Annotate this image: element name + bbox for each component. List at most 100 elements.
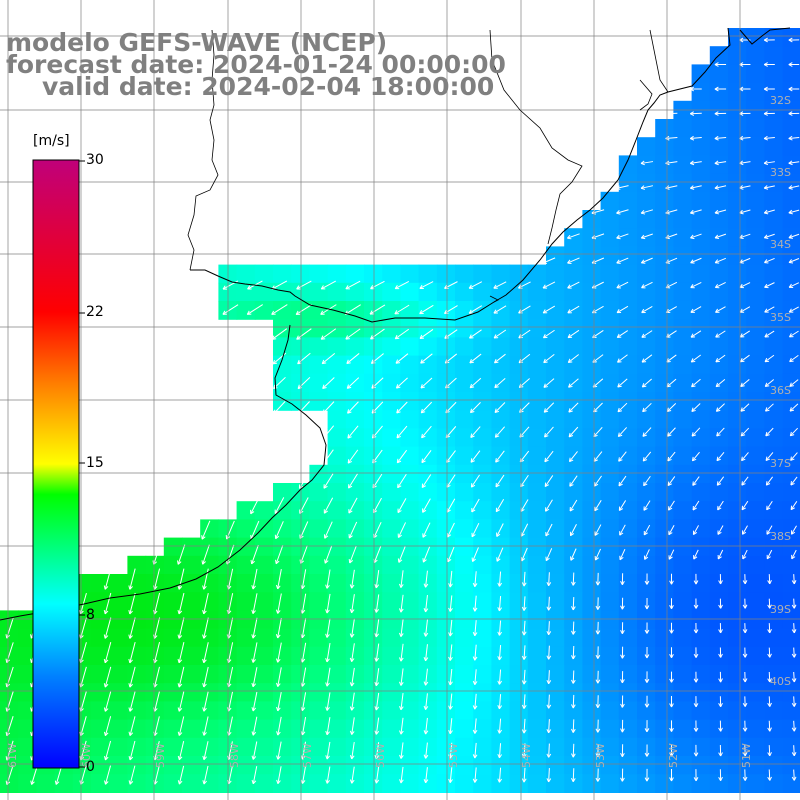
wind-arrow — [153, 617, 161, 639]
wind-arrow-head — [767, 727, 771, 732]
wind-arrow-head — [325, 682, 328, 687]
wind-arrow-head — [569, 459, 574, 463]
wind-arrow — [739, 209, 751, 214]
wind-arrow-head — [521, 533, 525, 537]
wind-speed-cell — [728, 355, 747, 375]
wind-speed-cell — [600, 628, 620, 648]
wind-arrow-head — [764, 187, 769, 190]
wind-speed-cell — [637, 628, 656, 648]
wind-speed-cell — [382, 355, 401, 375]
wind-speed-cell — [364, 410, 383, 429]
wind-arrow-head — [640, 187, 646, 190]
wind-arrow — [570, 524, 577, 536]
wind-arrow-head — [275, 682, 279, 687]
wind-arrow-head — [695, 727, 699, 732]
wind-speed-cell — [546, 719, 565, 739]
wind-arrow — [351, 569, 355, 589]
wind-speed-cell — [546, 355, 565, 375]
wind-arrow-head — [548, 582, 552, 587]
wind-arrow — [271, 280, 288, 290]
wind-arrow-head — [597, 679, 601, 684]
wind-arrow-head — [302, 755, 306, 760]
wind-arrow-head — [570, 777, 574, 782]
wind-arrow — [301, 692, 307, 711]
wind-arrow-head — [518, 358, 522, 363]
wind-speed-cell — [145, 646, 165, 666]
wind-arrow-head — [129, 683, 133, 688]
wind-arrow — [567, 305, 580, 314]
wind-arrow-head — [400, 779, 404, 784]
wind-arrow-head — [399, 754, 402, 759]
wind-speed-cell — [345, 355, 365, 375]
wind-speed-cell — [254, 774, 274, 793]
wind-speed-cell — [309, 574, 329, 593]
wind-arrow — [326, 569, 331, 589]
wind-arrow-head — [689, 160, 694, 164]
wind-arrow-head — [572, 655, 576, 660]
wind-arrow — [444, 305, 458, 314]
wind-arrow — [252, 766, 258, 784]
wind-arrow-head — [646, 728, 650, 733]
wind-speed-cell — [200, 683, 219, 702]
wind-arrow — [548, 719, 550, 733]
wind-arrow-head — [523, 729, 527, 734]
wind-speed-cell — [782, 28, 800, 47]
wind-speed-cell — [673, 373, 693, 393]
wind-speed-cell — [200, 701, 219, 721]
wind-arrow — [665, 136, 678, 140]
wind-arrow — [373, 546, 382, 563]
wind-arrow-head — [104, 756, 106, 761]
wind-arrow-head — [400, 584, 404, 588]
wind-arrow — [714, 233, 727, 239]
wind-arrow-head — [521, 729, 525, 734]
wind-speed-cell — [382, 646, 401, 666]
wind-arrow-head — [469, 408, 473, 413]
wind-arrow — [202, 544, 210, 565]
wind-arrow-head — [690, 86, 695, 90]
wind-arrow — [203, 568, 209, 590]
wind-arrow-head — [594, 532, 599, 536]
wind-arrow-head — [347, 460, 353, 464]
wind-speed-cell — [709, 155, 729, 175]
wind-speed-cell — [746, 574, 765, 593]
wind-speed-cell — [436, 701, 456, 721]
wind-arrow-head — [202, 561, 206, 565]
wind-speed-cell — [273, 483, 292, 502]
wind-speed-cell — [309, 392, 329, 411]
wind-arrow-head — [765, 434, 770, 437]
wind-arrow — [250, 520, 260, 540]
wind-speed-cell — [618, 610, 638, 630]
wind-arrow-head — [717, 531, 722, 535]
wind-speed-cell — [709, 574, 729, 593]
wind-speed-cell — [400, 464, 420, 484]
colorbar-tick-label: 15 — [86, 455, 104, 471]
wind-arrow — [345, 328, 361, 340]
wind-arrow-head — [252, 707, 257, 712]
wind-arrow — [375, 668, 380, 686]
wind-speed-cell — [127, 737, 147, 757]
wind-arrow-head — [714, 209, 719, 214]
wind-arrow — [397, 474, 407, 488]
wind-arrow-head — [666, 361, 671, 363]
wind-arrow — [351, 667, 355, 687]
wind-arrow — [494, 402, 506, 413]
wind-arrow-head — [425, 779, 429, 784]
wind-arrow-head — [742, 604, 746, 609]
wind-arrow — [768, 745, 771, 756]
wind-arrow-head — [203, 732, 207, 736]
wind-speed-cell — [291, 483, 310, 502]
wind-arrow — [519, 450, 530, 463]
wind-speed-cell — [600, 737, 620, 757]
wind-arrow-head — [595, 557, 599, 561]
wind-arrow — [665, 233, 678, 239]
wind-speed-cell — [309, 373, 329, 393]
wind-arrow-head — [597, 704, 601, 709]
wind-speed-cell — [582, 410, 602, 429]
wind-arrow-head — [348, 510, 353, 514]
wind-arrow-head — [351, 633, 355, 638]
wind-arrow — [765, 427, 774, 437]
wind-arrow-head — [444, 284, 448, 289]
wind-arrow — [154, 716, 160, 736]
wind-speed-cell — [764, 592, 784, 611]
wind-arrow-head — [714, 283, 719, 288]
